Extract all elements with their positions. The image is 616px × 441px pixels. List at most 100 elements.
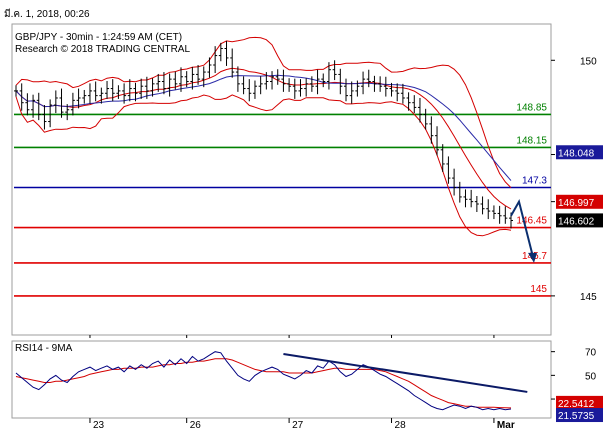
bollinger-upper [15,36,512,189]
price-bar [59,88,64,118]
price-bar [82,89,87,104]
price-bar [213,46,218,74]
rsi-tag-22.5412 [556,395,603,410]
rsi-y-tick-label: 70 [585,348,597,359]
rsi-tag-21.5735 [556,408,603,423]
price-tag-146.602 [556,213,603,228]
price-bar [491,205,496,220]
rsi-trendline [283,353,528,393]
price-bar [93,81,98,102]
price-bar [298,79,303,97]
y-tick-label: 150 [580,56,597,67]
price-bar [31,94,36,118]
price-bar [14,85,18,97]
price-bar [127,79,132,102]
price-bar [105,81,110,99]
price-bar [429,116,434,144]
rsi-ma-line [15,358,512,409]
rsi-panel-frame [11,340,552,419]
forecast-arrow [510,198,534,258]
price-bar [110,79,115,102]
price-bar [435,126,440,156]
level-label: 146.45 [516,216,547,227]
price-bar [355,80,360,97]
price-bar [474,195,479,213]
price-bar [344,78,348,102]
level-label: 145 [530,284,547,295]
price-bar [417,97,422,123]
price-bar [315,69,320,95]
price-bar [503,206,508,224]
price-bar [446,156,451,184]
price-bar [48,99,53,128]
price-bar [65,104,70,121]
price-bar [423,108,428,130]
date-caption: มี.ค. 1, 2018, 00:26 [4,9,90,20]
price-bar [383,76,388,97]
price-bar [42,105,47,130]
price-bar [275,69,280,85]
price-tag-label: 146.602 [558,216,595,227]
price-bar [218,42,223,62]
chart-subtitle: Research © 2018 TRADING CENTRAL [15,44,191,55]
x-tick-label: 23 [93,420,105,431]
price-bar [139,78,144,99]
x-tick-label: Mar [497,420,515,431]
price-bar [87,83,92,104]
price-bar [19,83,24,111]
price-bar [179,67,183,92]
price-bar [304,78,309,97]
price-bar [133,82,138,102]
price-bar [406,92,411,111]
price-bar [463,189,468,208]
y-tick-label: 145 [580,292,597,303]
price-bar [252,80,257,99]
level-label: 148.15 [516,135,547,146]
price-bar [292,78,297,99]
price-bar [247,79,252,102]
price-bar [281,69,286,92]
price-bar [480,196,485,215]
forecast-arrowhead [528,252,537,263]
x-tick-label: 27 [292,420,304,431]
price-bar [457,181,462,203]
price-bar [196,64,201,85]
price-bar [389,82,394,97]
price-bar [201,66,206,88]
x-tick-label: 28 [395,420,407,431]
rsi-y-tick-label: 50 [585,371,597,382]
price-bar [173,71,178,90]
price-bar [161,72,166,95]
price-bar [156,73,161,92]
price-bar [144,76,149,99]
price-bar [116,85,121,99]
price-bar [395,83,400,102]
price-bar [326,62,331,90]
price-bar [241,76,246,95]
price-bar [469,189,474,208]
price-bar [452,168,457,196]
moving-average [15,74,512,181]
price-bar [321,73,326,88]
rsi-title: RSI14 - 9MA [15,343,73,354]
price-bar [224,40,229,66]
price-bar [372,75,377,92]
price-panel-frame [11,23,552,336]
price-bar [190,66,195,90]
price-bar [366,69,371,88]
price-bar [207,57,212,78]
price-bar [287,78,292,92]
price-bar [270,71,275,90]
price-bar [332,60,337,81]
price-bar [309,76,314,92]
rsi-tag-label: 21.5735 [558,411,595,422]
price-bar [349,81,354,104]
level-label: 148.85 [516,102,547,113]
bollinger-middle [15,67,512,210]
price-bar [76,88,81,109]
price-bar [412,95,417,114]
price-bar [486,199,491,220]
price-bar [25,93,30,116]
price-bar [235,66,240,92]
